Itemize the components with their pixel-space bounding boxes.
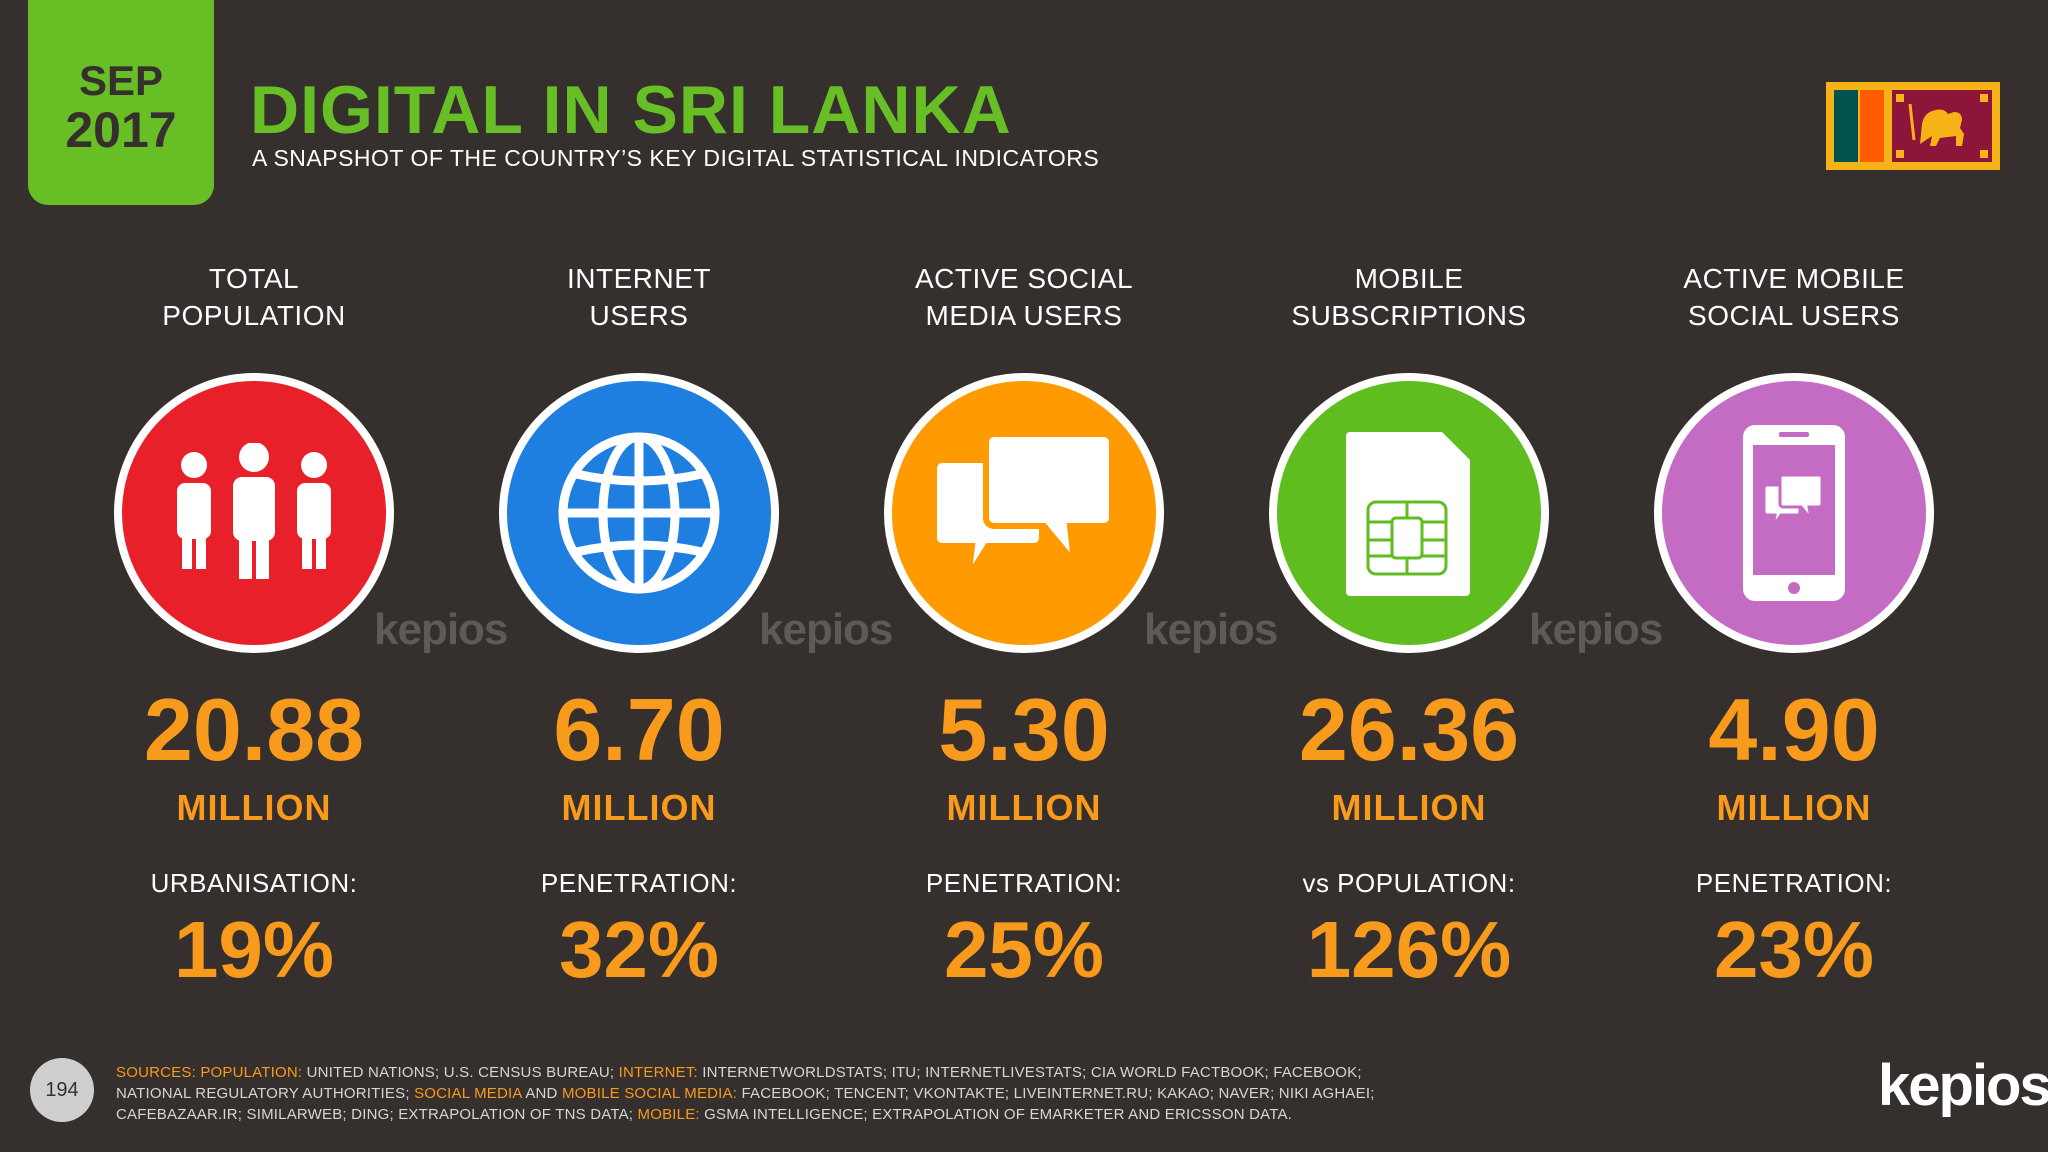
stat-sublabel: PENETRATION: (540, 868, 738, 898)
stat-sublabel: PENETRATION: (1695, 868, 1893, 898)
kepios-watermark: kepios (374, 605, 508, 654)
stat-heading: TOTAL POPULATION (162, 263, 346, 331)
stat-heading: ACTIVE SOCIAL MEDIA USERS (914, 263, 1134, 331)
people-icon (114, 373, 394, 653)
sources-text: SOURCES: POPULATION: UNITED NATIONS; U.S… (116, 1064, 1375, 1123)
chat-bubbles-icon (884, 373, 1164, 653)
page-subtitle: A SNAPSHOT OF THE COUNTRY’S KEY DIGITAL … (252, 145, 1100, 171)
stat-heading: ACTIVE MOBILE SOCIAL USERS (1683, 263, 1905, 331)
stat-percentage: 126% (1306, 905, 1512, 994)
kepios-watermark: kepios (759, 605, 893, 654)
globe-icon (499, 373, 779, 653)
stat-sublabel: PENETRATION: (925, 868, 1123, 898)
page-number: 194 (30, 1058, 94, 1122)
stat-percentage: 19% (173, 905, 335, 994)
smartphone-chat-icon (1654, 373, 1934, 653)
kepios-logo: kepios (1878, 1053, 2048, 1118)
stat-percentage: 25% (943, 905, 1105, 994)
stat-active-mobile-social-users: ACTIVE MOBILE SOCIAL USERS 4.90 MILLION … (1604, 260, 1984, 1020)
stat-sublabel: URBANISATION: (150, 868, 358, 898)
stat-value: 4.90 (1708, 680, 1880, 779)
stat-total-population: TOTAL POPULATION (64, 260, 508, 1020)
page-title: DIGITAL IN SRI LANKA (250, 72, 1012, 148)
sri-lanka-flag-icon (1826, 82, 2000, 170)
kepios-watermark: kepios (1529, 605, 1663, 654)
stat-sublabel: vs POPULATION: (1302, 868, 1516, 898)
stat-value: 26.36 (1298, 680, 1520, 779)
stat-heading: INTERNET USERS (567, 263, 711, 331)
stat-value: 5.30 (938, 680, 1110, 779)
kepios-watermark: kepios (1144, 605, 1278, 654)
stat-percentage: 32% (558, 905, 720, 994)
badge-month: SEP (78, 56, 164, 104)
stat-unit: MILLION (1331, 787, 1487, 828)
stat-unit: MILLION (176, 787, 332, 828)
stat-mobile-subscriptions: MOBILE SUBSCRIPTIONS kep (1219, 260, 1663, 1020)
stat-unit: MILLION (946, 787, 1102, 828)
badge-year: 2017 (65, 101, 177, 158)
sim-card-icon (1269, 373, 1549, 653)
stat-percentage: 23% (1713, 905, 1875, 994)
stat-value: 6.70 (553, 680, 725, 779)
stat-internet-users: INTERNET USERS kepios 6.70 MILLION PENET… (449, 260, 893, 1020)
date-badge: SEP 2017 (28, 0, 214, 205)
stat-active-social-media-users: ACTIVE SOCIAL MEDIA USERS kepios 5.30 MI… (834, 260, 1278, 1020)
stat-value: 20.88 (143, 680, 365, 779)
stat-unit: MILLION (561, 787, 717, 828)
stat-heading: MOBILE SUBSCRIPTIONS (1291, 263, 1527, 331)
stat-unit: MILLION (1716, 787, 1872, 828)
